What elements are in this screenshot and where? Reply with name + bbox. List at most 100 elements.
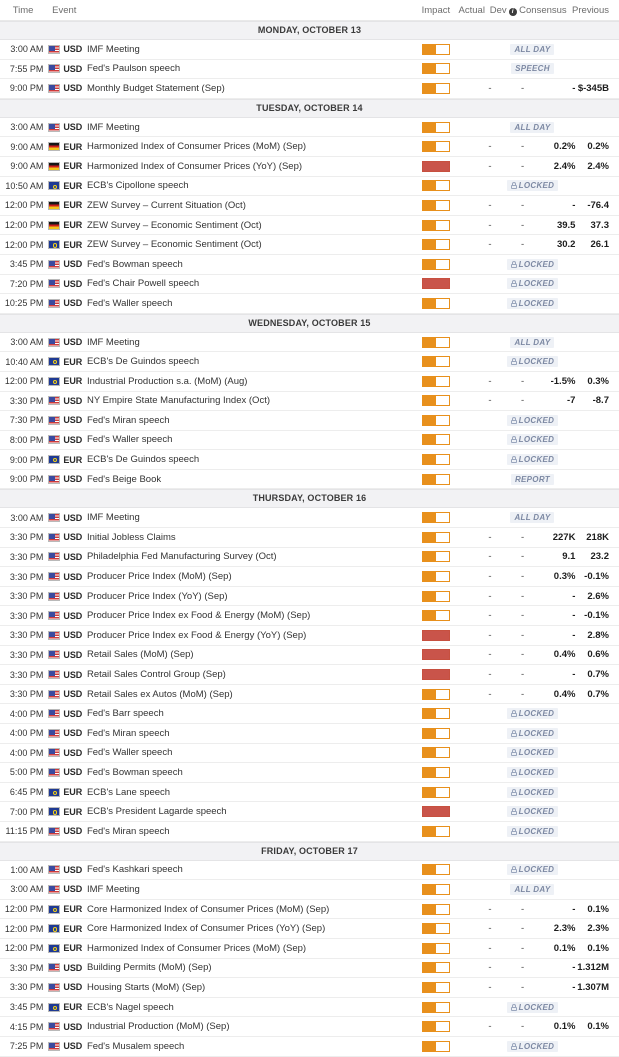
event-name[interactable]: Retail Sales ex Autos (MoM) (Sep) — [86, 688, 233, 700]
event-name[interactable]: IMF Meeting — [86, 883, 140, 895]
column-header-consensus[interactable]: Consensus — [519, 4, 567, 16]
event-name[interactable]: Monthly Budget Statement (Sep) — [86, 82, 225, 94]
event-name[interactable]: Fed's Musalem speech — [86, 1040, 185, 1052]
event-row[interactable]: 3:00 AM USD IMF Meeting ALL DAY — [0, 332, 619, 353]
event-name[interactable]: Core Harmonized Index of Consumer Prices… — [86, 903, 330, 915]
event-row[interactable]: 3:30 PM USD Producer Price Index ex Food &… — [0, 606, 619, 627]
column-header-event[interactable]: Event — [52, 4, 77, 16]
event-row[interactable]: 11:15 PM USD Fed's Miran speech LOCKED — [0, 821, 619, 842]
event-name[interactable]: Producer Price Index ex Food & Energy (M… — [86, 610, 311, 622]
event-name[interactable]: NY Empire State Manufacturing Index (Oct… — [86, 395, 270, 407]
event-name[interactable]: Fed's Kashkari speech — [86, 864, 183, 876]
event-row[interactable]: 9:00 PM USD Monthly Budget Statement (Sep)… — [0, 79, 619, 99]
event-row[interactable]: 12:00 PM EUR Core Harmonized Index of Cons… — [0, 919, 619, 939]
column-header-dev[interactable]: Dev i — [485, 5, 517, 16]
event-row[interactable]: 3:30 PM USD Initial Jobless Claims - - 227K 21… — [0, 528, 619, 548]
event-name[interactable]: Fed's Barr speech — [86, 708, 164, 720]
event-row[interactable]: 10:40 AM EUR ECB's De Guindos speech LOCKED — [0, 352, 619, 372]
event-name[interactable]: Harmonized Index of Consumer Prices (MoM… — [86, 141, 307, 153]
event-row[interactable]: 4:15 PM USD Industrial Production (MoM) (S… — [0, 1017, 619, 1037]
event-row[interactable]: 10:50 AM EUR ECB's Cipollone speech LOCKED — [0, 176, 619, 197]
event-row[interactable]: 1:00 AM USD Fed's Kashkari speech LOCKED — [0, 860, 619, 881]
event-row[interactable]: 8:00 PM USD Fed's Waller speech LOCKED — [0, 430, 619, 451]
column-header-impact[interactable]: Impact — [421, 4, 451, 16]
event-row[interactable]: 12:00 PM EUR ZEW Survey – Economic Sentime… — [0, 215, 619, 236]
event-name[interactable]: Retail Sales (MoM) (Sep) — [86, 649, 194, 661]
column-header-previous[interactable]: Previous — [572, 4, 609, 16]
event-row[interactable]: 3:30 PM USD Building Permits (MoM) (Sep) - -… — [0, 958, 619, 979]
column-header-actual[interactable]: Actual — [458, 4, 485, 16]
event-name[interactable]: Harmonized Index of Consumer Prices (YoY… — [86, 160, 303, 172]
event-name[interactable]: ECB's Nagel speech — [86, 1001, 174, 1013]
event-row[interactable]: 3:00 AM USD IMF Meeting ALL DAY — [0, 508, 619, 529]
event-row[interactable]: 3:00 AM USD IMF Meeting ALL DAY — [0, 40, 619, 60]
event-name[interactable]: Fed's Miran speech — [86, 825, 170, 837]
event-row[interactable]: 7:30 PM USD Fed's Miran speech LOCKED — [0, 411, 619, 431]
event-name[interactable]: Industrial Production (MoM) (Sep) — [86, 1021, 230, 1033]
event-row[interactable]: 7:20 PM USD Fed's Chair Powell speech LOCKE… — [0, 274, 619, 295]
event-row[interactable]: 3:30 PM USD Philadelphia Fed Manufacturing… — [0, 547, 619, 568]
event-row[interactable]: 3:00 AM USD IMF Meeting ALL DAY — [0, 880, 619, 900]
event-row[interactable]: 3:45 PM EUR ECB's Nagel speech LOCKED — [0, 997, 619, 1018]
event-row[interactable]: 3:30 PM USD Producer Price Index (MoM) (Se… — [0, 567, 619, 587]
event-name[interactable]: Fed's Waller speech — [86, 434, 173, 446]
event-row[interactable]: 7:25 PM USD Fed's Musalem speech LOCKED — [0, 1036, 619, 1057]
event-row[interactable]: 4:00 PM USD Fed's Barr speech LOCKED — [0, 704, 619, 724]
event-name[interactable]: ECB's Cipollone speech — [86, 180, 189, 192]
event-name[interactable]: ZEW Survey – Current Situation (Oct) — [86, 199, 246, 211]
event-name[interactable]: Fed's Bowman speech — [86, 766, 183, 778]
event-row[interactable]: 3:30 PM USD Retail Sales (MoM) (Sep) - - 0.4%… — [0, 645, 619, 666]
event-name[interactable]: Harmonized Index of Consumer Prices (MoM… — [86, 942, 307, 954]
event-row[interactable]: 4:00 PM USD Fed's Waller speech LOCKED — [0, 743, 619, 764]
event-name[interactable]: Retail Sales Control Group (Sep) — [86, 669, 226, 681]
info-icon[interactable]: i — [508, 7, 517, 16]
event-row[interactable]: 3:45 PM USD Fed's Bowman speech LOCKED — [0, 254, 619, 275]
event-row[interactable]: 9:00 PM EUR ECB's De Guindos speech LOCKED — [0, 450, 619, 470]
event-name[interactable]: Core Harmonized Index of Consumer Prices… — [86, 923, 326, 935]
event-name[interactable]: Fed's Bowman speech — [86, 258, 183, 270]
event-name[interactable]: Fed's Chair Powell speech — [86, 278, 200, 290]
event-row[interactable]: 12:00 PM EUR Industrial Production s.a. (M… — [0, 371, 619, 392]
event-name[interactable]: Fed's Waller speech — [86, 297, 173, 309]
event-name[interactable]: Philadelphia Fed Manufacturing Survey (O… — [86, 551, 277, 563]
event-name[interactable]: IMF Meeting — [86, 336, 140, 348]
event-row[interactable]: 6:45 PM EUR ECB's Lane speech LOCKED — [0, 782, 619, 803]
event-row[interactable]: 3:30 PM USD Retail Sales Control Group (Se… — [0, 665, 619, 685]
event-name[interactable]: Fed's Beige Book — [86, 473, 162, 485]
event-row[interactable]: 9:00 PM USD Fed's Beige Book REPORT — [0, 469, 619, 490]
event-name[interactable]: IMF Meeting — [86, 43, 140, 55]
event-row[interactable]: 12:00 PM EUR Core Harmonized Index of Cons… — [0, 899, 619, 920]
event-name[interactable]: Initial Jobless Claims — [86, 531, 176, 543]
event-row[interactable]: 3:30 PM USD Producer Price Index (YoY) (Se… — [0, 586, 619, 607]
event-name[interactable]: ECB's Lane speech — [86, 786, 171, 798]
event-name[interactable]: ZEW Survey – Economic Sentiment (Oct) — [86, 219, 262, 231]
event-name[interactable]: ECB's De Guindos speech — [86, 454, 200, 466]
event-name[interactable]: IMF Meeting — [86, 512, 140, 524]
event-row[interactable]: 3:30 PM USD Housing Starts (MoM) (Sep) - - -1… — [0, 978, 619, 998]
event-name[interactable]: Housing Starts (MoM) (Sep) — [86, 981, 206, 993]
event-row[interactable]: 10:25 PM USD Fed's Waller speech LOCKED — [0, 294, 619, 314]
event-name[interactable]: Fed's Miran speech — [86, 727, 170, 739]
event-row[interactable]: 7:00 PM EUR ECB's President Lagarde speech… — [0, 802, 619, 822]
event-row[interactable]: 9:00 AM EUR Harmonized Index of Consumer P… — [0, 156, 619, 177]
event-row[interactable]: 3:30 PM USD Retail Sales ex Autos (MoM) (S… — [0, 684, 619, 705]
event-name[interactable]: Building Permits (MoM) (Sep) — [86, 962, 212, 974]
event-row[interactable]: 12:00 PM EUR ZEW Survey – Economic Sentime… — [0, 235, 619, 255]
event-row[interactable]: 12:00 PM EUR Harmonized Index of Consumer … — [0, 938, 619, 959]
event-name[interactable]: Industrial Production s.a. (MoM) (Aug) — [86, 375, 248, 387]
event-row[interactable]: 9:00 AM EUR Harmonized Index of Consumer P… — [0, 137, 619, 157]
event-row[interactable]: 3:30 PM USD Producer Price Index ex Food &… — [0, 626, 619, 646]
event-name[interactable]: IMF Meeting — [86, 121, 140, 133]
event-name[interactable]: ECB's President Lagarde speech — [86, 806, 227, 818]
event-name[interactable]: Producer Price Index (MoM) (Sep) — [86, 571, 232, 583]
event-row[interactable]: 5:00 PM USD Fed's Bowman speech LOCKED — [0, 763, 619, 783]
event-name[interactable]: ECB's De Guindos speech — [86, 356, 200, 368]
event-name[interactable]: Producer Price Index (YoY) (Sep) — [86, 590, 228, 602]
event-name[interactable]: Fed's Paulson speech — [86, 63, 181, 75]
event-row[interactable]: 7:55 PM USD Fed's Paulson speech SPEECH — [0, 59, 619, 80]
event-row[interactable]: 3:30 PM USD NY Empire State Manufacturing … — [0, 391, 619, 412]
event-row[interactable]: 12:00 PM EUR ZEW Survey – Current Situatio… — [0, 196, 619, 216]
event-name[interactable]: Fed's Miran speech — [86, 414, 170, 426]
column-header-time[interactable]: Time — [12, 4, 34, 16]
event-name[interactable]: Producer Price Index ex Food & Energy (Y… — [86, 629, 307, 641]
